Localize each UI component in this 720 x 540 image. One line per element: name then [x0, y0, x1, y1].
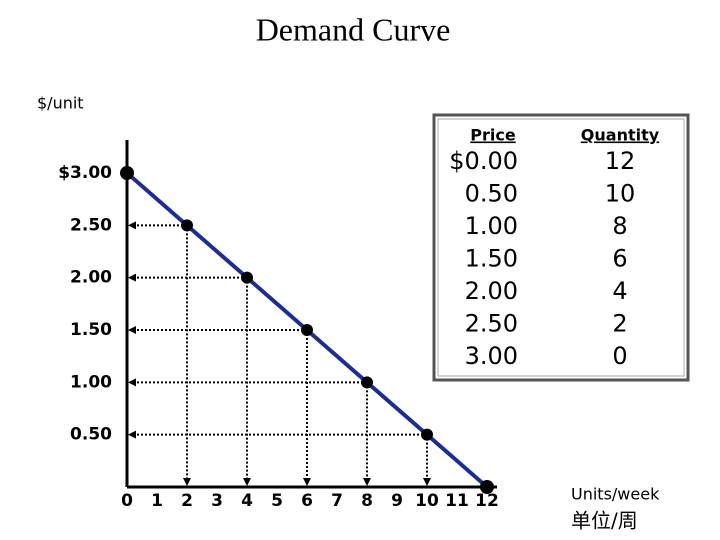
y-tick-label: 2.50 — [70, 215, 112, 235]
y-tick-label: 1.50 — [70, 320, 112, 340]
x-tick-label: 1 — [151, 491, 163, 511]
chart-title: Demand Curve — [256, 11, 451, 47]
x-tick-label: 5 — [271, 491, 283, 511]
table-header: Price — [470, 126, 516, 145]
table-inner — [437, 118, 685, 377]
x-tick-label: 7 — [331, 491, 343, 511]
y-tick-label: $3.00 — [58, 163, 112, 183]
table-box — [432, 113, 690, 382]
y-tick-label: 0.50 — [70, 425, 112, 445]
x-tick-label: 3 — [211, 491, 223, 511]
table-header: Quantity — [581, 126, 660, 145]
table-cell: 1.00 — [465, 212, 518, 240]
data-point — [181, 219, 193, 232]
table-cell: 4 — [612, 277, 627, 305]
x-tick-label: 9 — [391, 491, 403, 511]
table-cell: 2 — [612, 310, 627, 338]
y-axis-label: $/unit — [37, 94, 84, 113]
x-axis-label-cn: 单位/周 — [571, 509, 638, 533]
table-cell: 12 — [605, 147, 636, 175]
y-tick-label: 1.00 — [70, 372, 112, 392]
x-tick-label: 10 — [415, 491, 439, 511]
table-cell: 2.50 — [465, 310, 518, 338]
x-tick-label: 0 — [121, 491, 133, 511]
data-point — [120, 166, 134, 180]
table-cell: 3.00 — [465, 342, 518, 370]
data-point — [421, 428, 433, 441]
x-tick-label: 8 — [361, 491, 373, 511]
table-cell: 0.50 — [465, 180, 518, 208]
x-tick-label: 4 — [241, 491, 253, 511]
data-point — [301, 324, 313, 336]
x-tick-label: 6 — [301, 491, 313, 511]
table-cell: 2.00 — [465, 277, 518, 305]
x-tick-label: 11 — [445, 491, 469, 511]
data-point — [361, 376, 373, 389]
y-tick-label: 2.00 — [70, 268, 112, 288]
table-cell: 8 — [612, 212, 627, 240]
x-axis-label: Units/week — [571, 485, 660, 504]
table-cell: 10 — [605, 180, 636, 208]
data-point — [241, 271, 253, 284]
table-cell: 6 — [612, 245, 627, 273]
table-cell: 0 — [612, 342, 627, 370]
data-point — [480, 480, 494, 494]
table-cell: $0.00 — [449, 147, 518, 175]
x-tick-label: 2 — [181, 491, 193, 511]
table-cell: 1.50 — [465, 245, 518, 273]
x-tick-label: 12 — [475, 491, 499, 511]
